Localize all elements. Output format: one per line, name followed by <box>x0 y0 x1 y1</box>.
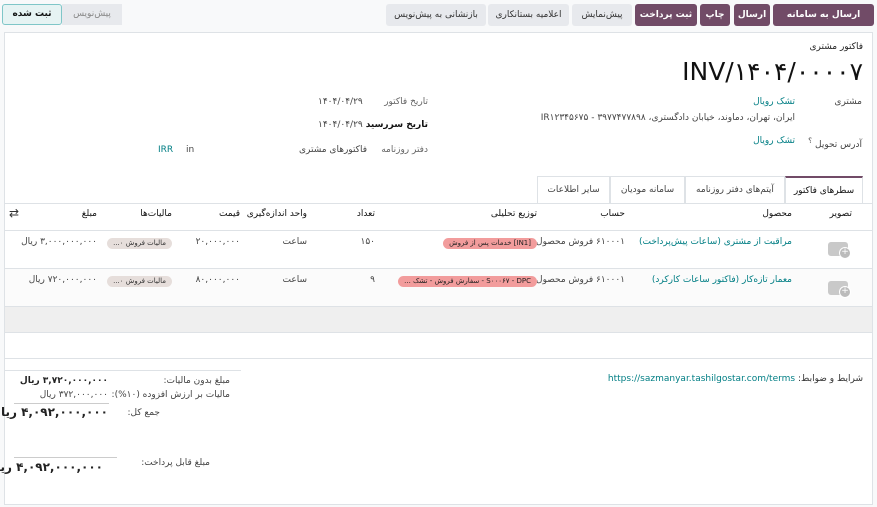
due-date-label: تاریخ سررسید <box>365 120 428 130</box>
status-posted[interactable]: ثبت شده <box>2 4 62 25</box>
customer-label: مشتری <box>834 97 862 107</box>
invoice-type: فاکتور مشتری <box>809 42 863 52</box>
journal-field[interactable]: فاکتورهای مشتری <box>298 145 367 155</box>
untaxed-label: مبلغ بدون مالیات: <box>163 376 230 386</box>
untaxed-amount: ۳,۷۲۰,۰۰۰,۰۰۰ ریال <box>19 376 108 386</box>
help-icon[interactable]: ؟ <box>808 136 813 145</box>
col-uom[interactable]: واحد اندازه‌گیری <box>246 209 307 219</box>
tab-moadian[interactable]: سامانه مودیان <box>610 176 685 204</box>
row-product[interactable]: مراقبت از مشتری (ساعات پیش‌پرداخت) <box>639 237 792 247</box>
tab-journal-items[interactable]: آیتم‌های دفتر روزنامه <box>685 176 785 204</box>
total-label: جمع کل: <box>127 408 160 418</box>
send-button[interactable]: ارسال <box>734 4 770 26</box>
col-analytic[interactable]: توزیع تحلیلی <box>490 209 537 219</box>
status-draft[interactable]: پیش‌نویس <box>62 4 122 25</box>
totals-divider <box>4 370 241 371</box>
column-settings-icon[interactable]: ⇄ <box>9 206 20 220</box>
row-account[interactable]: ۶۱۰۰۰۱ فروش محصول <box>536 237 625 247</box>
invoice-date-field[interactable]: ۱۴۰۴/۰۴/۲۹ <box>318 97 363 107</box>
table-row[interactable] <box>5 269 872 306</box>
delivery-label-text: آدرس تحویل <box>815 140 862 150</box>
row-uom[interactable]: ساعت <box>282 237 308 247</box>
journal-label: دفتر روزنامه <box>381 145 428 155</box>
row-price[interactable]: ۲۰,۰۰۰,۰۰۰ <box>195 237 240 247</box>
col-price[interactable]: قیمت <box>218 209 240 219</box>
register-payment-button[interactable]: ثبت پرداخت <box>635 4 697 26</box>
row-amount: ۳,۰۰۰,۰۰۰,۰۰۰ ریال <box>21 237 97 247</box>
preview-button[interactable]: پیش‌نمایش <box>572 4 632 26</box>
vat-label: مالیات بر ارزش افزوده (۱۰%): <box>111 390 230 400</box>
amount-due: ۴,۰۹۲,۰۰۰,۰۰۰ ریال <box>0 460 103 474</box>
journal-in: in <box>186 145 195 155</box>
customer-address: ایران، تهران، دماوند، خیابان دادگستری، ۳… <box>540 113 795 123</box>
currency-field[interactable]: IRR <box>158 145 174 155</box>
row-quantity[interactable]: ۹ <box>370 275 375 285</box>
invoice-number: INV/۱۴۰۴/۰۰۰۰۷ <box>682 57 863 86</box>
total-divider <box>14 403 109 404</box>
add-image-icon[interactable] <box>828 281 851 298</box>
terms-link[interactable]: https://sazmanyar.tashilgostar.com/terms <box>607 374 796 384</box>
invoice-date-label: تاریخ فاکتور <box>384 97 428 107</box>
due-date-field[interactable]: ۱۴۰۴/۰۴/۲۹ <box>318 120 363 130</box>
amount-due-label: مبلغ قابل پرداخت: <box>141 458 210 468</box>
due-divider <box>14 457 117 458</box>
row-account[interactable]: ۶۱۰۰۰۱ فروش محصول <box>536 275 625 285</box>
analytic-tag[interactable]: S۰۰۰۶۷ - DPC - سفارش فروش - تشک ... <box>398 276 537 287</box>
add-image-icon[interactable] <box>828 242 851 259</box>
row-amount: ۷۲۰,۰۰۰,۰۰۰ ریال <box>28 275 97 285</box>
tax-tag[interactable]: مالیات فروش ۰... <box>107 276 172 287</box>
row-uom[interactable]: ساعت <box>282 275 308 285</box>
vat-amount: ۳۷۲,۰۰۰,۰۰۰ ریال <box>39 390 108 400</box>
send-moadian-button[interactable]: ارسال به سامانه مودیان <box>773 4 874 42</box>
col-taxes[interactable]: مالیات‌ها <box>140 209 172 219</box>
terms-label: شرایط و ضوابط: <box>798 374 863 384</box>
col-quantity[interactable]: تعداد <box>356 209 375 219</box>
row-price[interactable]: ۸۰,۰۰۰,۰۰۰ <box>195 275 240 285</box>
print-button[interactable]: چاپ <box>700 4 730 26</box>
col-product[interactable]: محصول <box>762 209 792 219</box>
table-footer-row <box>5 307 872 332</box>
row-product[interactable]: معمار تازه‌کار (فاکتور ساعات کارکرد) <box>651 275 792 285</box>
total-amount: ۴,۰۹۲,۰۰۰,۰۰۰ ریال <box>0 405 108 419</box>
terms: شرایط و ضوابط: https://sazmanyar.tashilg… <box>608 374 863 384</box>
delivery-address-field[interactable]: تشک رویال <box>753 136 795 146</box>
tab-other-info[interactable]: سایر اطلاعات <box>537 176 610 204</box>
credit-note-button[interactable]: اعلامیه بستانکاری <box>488 4 569 26</box>
col-amount[interactable]: مبلغ <box>81 209 97 219</box>
row-quantity[interactable]: ۱۵۰ <box>360 237 375 247</box>
tab-invoice-lines[interactable]: سطرهای فاکتور <box>785 176 863 204</box>
tax-tag[interactable]: مالیات فروش ۰... <box>107 238 172 249</box>
analytic-tag[interactable]: [IN1] خدمات پس از فروش <box>443 238 537 249</box>
reset-to-draft-button[interactable]: بازنشانی به پیش‌نویس <box>386 4 486 26</box>
col-image: تصویر <box>829 209 852 219</box>
col-account[interactable]: حساب <box>600 209 625 219</box>
delivery-address-label: آدرس تحویل ؟ <box>808 136 862 150</box>
customer-field[interactable]: تشک رویال <box>753 97 795 107</box>
